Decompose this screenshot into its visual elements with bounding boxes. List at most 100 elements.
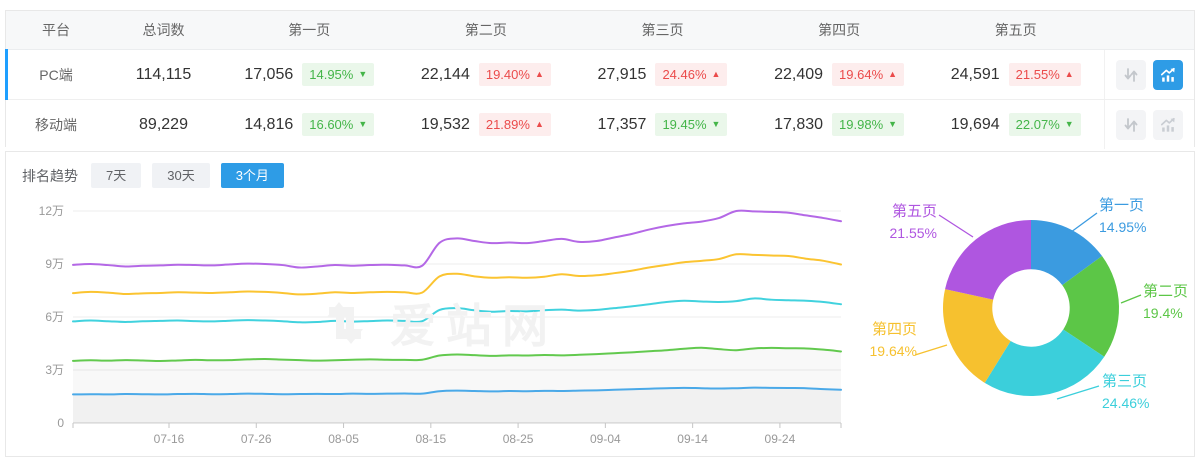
up-down-arrows-icon [1124,117,1138,132]
table-row-mobile[interactable]: 移动端 89,229 14,816 16.60% ▼ 19,532 21.89% ▲… [6,100,1194,149]
total-words: 114,115 [135,65,192,83]
down-triangle-icon: ▼ [888,119,898,129]
donut-label-第五页: 第五页 21.55% [859,200,937,245]
line-series-1 [72,346,842,362]
page2-change-badge: 21.89% ▲ [478,113,551,136]
donut-callout-line [938,214,974,238]
up-down-arrows-icon [1124,67,1138,82]
donut-label-name: 第三页 [1102,373,1148,390]
page2-change-badge: 19.40% ▲ [478,63,551,86]
page4-value: 22,409 [774,65,824,83]
page2-value: 19,532 [420,115,470,133]
donut-label-name: 第四页 [871,321,917,338]
platform-name: PC端 [39,66,73,83]
page4-change-badge: 19.98% ▼ [832,113,905,136]
y-axis-tick-label: 0 [57,416,64,430]
donut-callout-line [914,344,948,356]
rank-summary-table: 平台 总词数 第一页 第二页 第三页 第四页 第五页 PC端 114,115 1… [5,10,1195,149]
trend-toolbar: 排名趋势 7天 30天 3个月 [22,163,284,188]
donut-label-pct: 14.95% [1099,219,1147,236]
page5-change-badge: 21.55% ▲ [1008,63,1081,86]
col-header-page3: 第三页 [641,22,684,38]
col-header-page1: 第一页 [288,22,331,38]
col-header-page4: 第四页 [818,22,861,38]
y-axis-tick-label: 3万 [45,363,64,377]
y-axis-tick-label: 9万 [45,257,64,271]
compare-arrows-button[interactable] [1116,109,1146,140]
line-series-area-1 [73,347,841,423]
page1-cell: 17,056 14.95% ▼ [221,63,398,86]
line-series-2 [72,297,842,324]
y-axis-tick-label: 12万 [39,204,64,218]
donut-slice-第一页[interactable] [1031,220,1103,286]
up-triangle-icon: ▲ [711,69,721,79]
x-axis-tick-label: 09-24 [765,432,796,446]
donut-label-name: 第二页 [1143,283,1189,300]
line-series-0 [72,386,842,396]
donut-slice-第五页[interactable] [945,220,1031,300]
tab-3months[interactable]: 3个月 [220,163,284,188]
trend-title: 排名趋势 [22,167,78,184]
down-triangle-icon: ▼ [1064,119,1074,129]
page4-change-badge: 19.64% ▲ [832,63,905,86]
col-header-total: 总词数 [142,22,185,38]
tab-7days[interactable]: 7天 [91,163,142,188]
page1-change-badge: 16.60% ▼ [302,113,375,136]
page5-value: 19,694 [950,115,1000,133]
trend-chart-icon [1160,67,1175,82]
trend-chart-button-active[interactable] [1153,59,1183,90]
line-series-4 [72,209,842,269]
page5-value: 24,591 [950,65,1000,83]
donut-slice-第二页[interactable] [1062,256,1119,357]
down-triangle-icon: ▼ [711,119,721,129]
line-series-area-0 [73,387,841,423]
x-axis-tick-label: 09-04 [590,432,621,446]
donut-callout-line [1120,294,1142,304]
donut-callout-line [1056,385,1100,400]
page2-value: 22,144 [420,65,470,83]
donut-label-name: 第一页 [1099,197,1145,214]
down-triangle-icon: ▼ [358,69,368,79]
selected-row-indicator [5,49,8,100]
col-header-page5: 第五页 [994,22,1037,38]
page4-cell: 17,830 19.98% ▼ [751,113,928,136]
donut-label-pct: 21.55% [889,225,937,242]
trend-chart-button[interactable] [1153,109,1183,140]
page1-value: 14,816 [244,115,294,133]
table-row-pc[interactable]: PC端 114,115 17,056 14.95% ▼ 22,144 19.40%… [5,49,1194,100]
donut-chart-svg [914,212,1142,400]
donut-label-pct: 24.46% [1102,395,1150,412]
donut-callout-line [1066,212,1098,236]
donut-label-pct: 19.64% [869,343,917,360]
page2-cell: 22,144 19.40% ▲ [398,63,575,86]
page3-value: 27,915 [597,65,647,83]
donut-label-name: 第五页 [891,203,937,220]
x-axis-tick-label: 08-25 [503,432,534,446]
x-axis-tick-label: 07-16 [154,432,185,446]
page5-cell: 24,591 21.55% ▲ [927,63,1104,86]
x-axis-tick-label: 07-26 [241,432,272,446]
platform-name: 移动端 [35,116,77,133]
x-axis-tick-label: 08-15 [415,432,446,446]
up-triangle-icon: ▲ [534,119,544,129]
up-triangle-icon: ▲ [1064,69,1074,79]
donut-slice-第三页[interactable] [984,329,1105,396]
row-actions [1104,100,1194,149]
down-triangle-icon: ▼ [358,119,368,129]
trend-chart-icon [1160,117,1175,132]
page4-cell: 22,409 19.64% ▲ [751,63,928,86]
total-words: 89,229 [139,115,188,133]
page1-value: 17,056 [244,65,294,83]
donut-label-第三页: 第三页 24.46% [1102,370,1182,415]
tab-30days[interactable]: 30天 [152,163,210,188]
up-triangle-icon: ▲ [888,69,898,79]
compare-arrows-button[interactable] [1116,59,1146,90]
x-axis-tick-label: 08-05 [328,432,359,446]
line-series-3 [72,253,842,296]
line-chart-svg: 0 3万 6万 9万 12万 07-16 07-26 08-05 08-15 08-25 09-04… [39,204,842,446]
page3-cell: 17,357 19.45% ▼ [574,113,751,136]
donut-slice-第四页[interactable] [943,289,1011,383]
donut-label-pct: 19.4% [1143,305,1183,322]
donut-label-第二页: 第二页 19.4% [1143,280,1200,325]
